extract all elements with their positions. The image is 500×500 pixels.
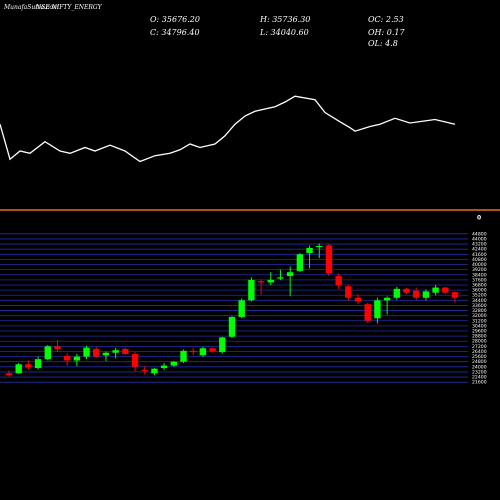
candle-body (238, 300, 245, 317)
y-tick-label: 35200 (472, 293, 487, 299)
y-tick-label: 30400 (472, 323, 487, 329)
candle-body (248, 279, 255, 301)
y-tick-label: 34400 (472, 298, 487, 304)
candle-body (383, 297, 391, 301)
candle-body (325, 245, 333, 274)
marker-label: 0 (477, 215, 481, 222)
y-tick-label: 22400 (472, 375, 487, 381)
candle-body (306, 247, 313, 254)
stat-oh: OH: 0.17 (368, 28, 405, 37)
y-tick-label: 24800 (472, 359, 487, 365)
stat-oc: OC: 2.53 (368, 15, 404, 24)
candle-body (316, 245, 323, 247)
y-tick-label: 26400 (472, 349, 487, 355)
candle-body (141, 370, 148, 372)
candle-body (219, 337, 226, 353)
stat-open: O: 35676.20 (150, 15, 200, 24)
candle-body (422, 291, 430, 298)
candle-body (354, 297, 362, 302)
y-tick-label: 44000 (472, 236, 487, 242)
candle-body (180, 350, 187, 362)
y-tick-label: 37600 (472, 277, 487, 283)
y-tick-label: 28800 (472, 334, 487, 340)
candle-body (160, 365, 168, 369)
candle-body (15, 364, 22, 374)
candle-body (34, 359, 42, 369)
y-tick-label: 40800 (472, 257, 487, 263)
header: MunafaSutra.com NSE NIFTY_ENERGY O: 3567… (3, 4, 405, 48)
candle-body (5, 373, 13, 376)
site-name: MunafaSutra.com (3, 4, 59, 11)
candle-body (403, 288, 410, 293)
candle-body (209, 348, 216, 352)
candle-body (112, 350, 119, 353)
stat-low: L: 34040.60 (259, 28, 309, 37)
candle-body (170, 361, 178, 366)
y-tick-label: 42400 (472, 247, 487, 253)
y-tick-label: 25600 (472, 354, 487, 360)
candle-body (63, 355, 71, 361)
candle-body (442, 287, 449, 293)
stat-high: H: 35736.30 (259, 15, 310, 24)
candle-body (345, 286, 352, 298)
candle-body (54, 346, 61, 349)
y-tick-label: 38400 (472, 272, 487, 278)
stat-close: C: 34796.40 (150, 28, 200, 37)
y-tick-label: 40000 (472, 262, 487, 268)
y-tick-label: 27200 (472, 344, 487, 350)
y-tick-label: 29600 (472, 329, 487, 335)
candle-body (374, 300, 381, 319)
candle-body (286, 272, 294, 277)
candle-body (83, 347, 90, 357)
y-tick-label: 21600 (472, 380, 487, 386)
candle-body (257, 281, 265, 283)
y-tick-label: 33600 (472, 303, 487, 309)
y-tick-label: 32800 (472, 308, 487, 314)
y-tick-label: 31200 (472, 318, 487, 324)
y-tick-label: 24000 (472, 364, 487, 370)
candle-body (102, 352, 110, 356)
candle-body (93, 348, 100, 357)
candle-body (432, 287, 439, 293)
y-tick-label: 43200 (472, 242, 487, 248)
candle-body (199, 348, 207, 356)
candle-body (131, 354, 139, 367)
candle-body (335, 276, 342, 285)
stat-ol: OL: 4.8 (368, 39, 398, 48)
y-tick-label: 44800 (472, 231, 487, 237)
price-line (0, 95, 456, 163)
candle-body (73, 356, 81, 361)
candle-body (44, 346, 51, 360)
y-tick-label: 23200 (472, 369, 487, 375)
candle-body (451, 292, 459, 298)
candle-body (25, 364, 32, 368)
y-tick-label: 39200 (472, 267, 487, 273)
candle-body (151, 368, 158, 374)
y-tick-label: 32000 (472, 313, 487, 319)
candle-body (393, 288, 401, 298)
y-tick-label: 36800 (472, 282, 487, 288)
y-tick-label: 41600 (472, 252, 487, 258)
candle-body (277, 277, 284, 279)
y-tick-label: 28000 (472, 339, 487, 345)
candle-body (122, 348, 129, 355)
candle-body (228, 316, 236, 337)
symbol: NSE NIFTY_ENERGY (35, 4, 103, 11)
candle-body (413, 290, 420, 298)
candle-body (190, 350, 197, 353)
y-tick-label: 36000 (472, 288, 487, 294)
candle-body (364, 304, 371, 321)
candle-body (267, 279, 274, 283)
candle-body (296, 254, 304, 271)
